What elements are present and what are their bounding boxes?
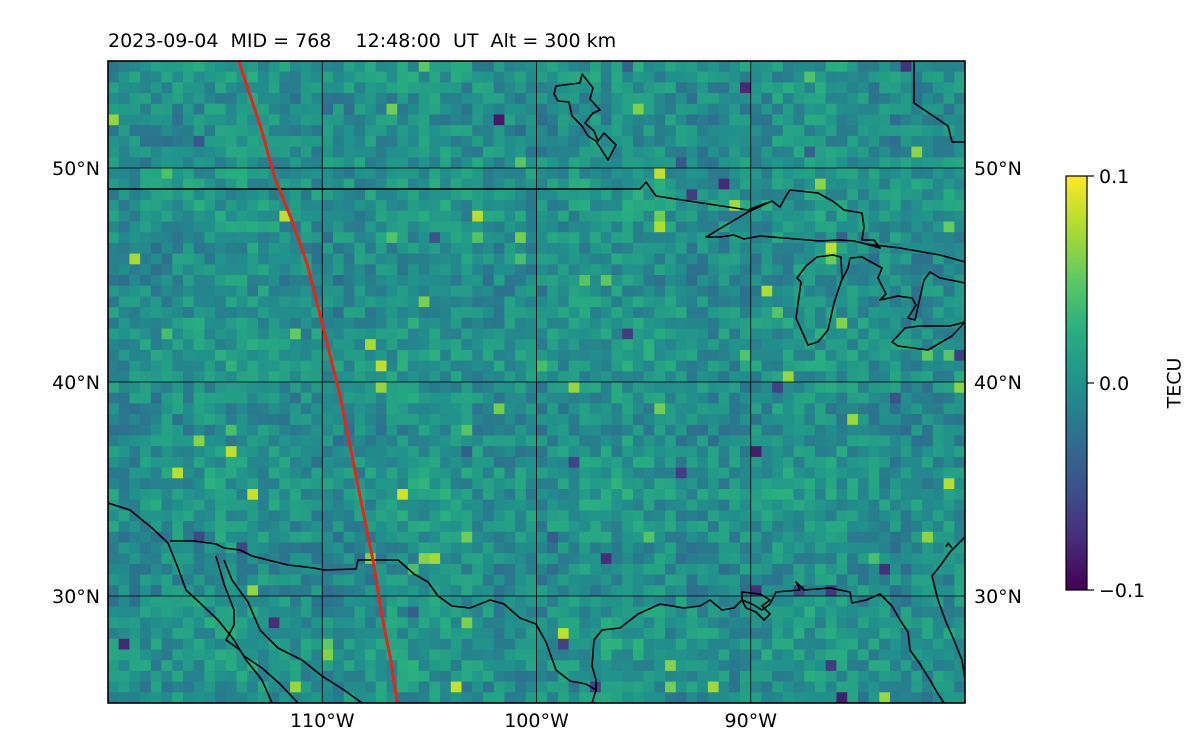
colorbar-ticks: 0.1 0.0 −0.1 bbox=[1087, 166, 1145, 602]
map-panel: 110°W 100°W 90°W 50°N 50°N 40°N 40°N 30°N 30°N bbox=[52, 60, 1022, 732]
gulf-coast bbox=[591, 581, 945, 703]
lon-tick-label: 100°W bbox=[504, 710, 569, 732]
lake-michigan-coast bbox=[795, 254, 843, 346]
map-gridlines bbox=[108, 61, 965, 703]
map-title: 2023-09-04 MID = 768 12:48:00 UT Alt = 3… bbox=[108, 30, 617, 52]
colorbar-tick-label: 0.0 bbox=[1099, 373, 1129, 395]
upper-peninsula-coast bbox=[865, 243, 965, 263]
map-frame bbox=[107, 60, 966, 704]
colorbar-tick-label: −0.1 bbox=[1099, 580, 1145, 602]
baja-peninsula-coast bbox=[215, 555, 299, 703]
tec-perturbation-field bbox=[108, 61, 965, 703]
colorbar-gradient bbox=[1065, 175, 1088, 591]
mississippi-delta-coast bbox=[741, 591, 771, 621]
florida-east-coast bbox=[945, 542, 953, 549]
lat-tick-label-right: 30°N bbox=[974, 586, 1022, 608]
island-coast bbox=[553, 73, 617, 161]
lat-tick-label-left: 30°N bbox=[52, 586, 100, 608]
hudson-bay-coast bbox=[913, 61, 965, 143]
map-axis-labels: 110°W 100°W 90°W 50°N 50°N 40°N 40°N 30°N 30°N bbox=[52, 158, 1022, 732]
lat-tick-label-right: 40°N bbox=[974, 372, 1022, 394]
florida-coast bbox=[931, 536, 965, 681]
lon-tick-label: 110°W bbox=[290, 710, 355, 732]
trajectory-line bbox=[237, 61, 399, 703]
lake-superior-coast bbox=[705, 189, 881, 249]
lake-huron-coast bbox=[841, 256, 965, 321]
trajectory-path bbox=[237, 61, 399, 703]
lat-tick-label-right: 50°N bbox=[974, 158, 1022, 180]
lat-tick-label-left: 50°N bbox=[52, 158, 100, 180]
coastlines bbox=[108, 61, 965, 703]
us-mexico-border-west bbox=[170, 540, 597, 703]
colorbar: 0.1 0.0 −0.1 TECU bbox=[1065, 166, 1186, 602]
colorbar-tick-label: 0.1 bbox=[1099, 166, 1129, 188]
lat-tick-label-left: 40°N bbox=[52, 372, 100, 394]
us-canada-border bbox=[108, 181, 767, 211]
lake-erie-coast bbox=[891, 321, 965, 351]
gulf-of-california-coast bbox=[223, 559, 363, 703]
california-coast bbox=[108, 502, 273, 703]
colorbar-label: TECU bbox=[1164, 358, 1186, 410]
lon-tick-label: 90°W bbox=[725, 710, 778, 732]
